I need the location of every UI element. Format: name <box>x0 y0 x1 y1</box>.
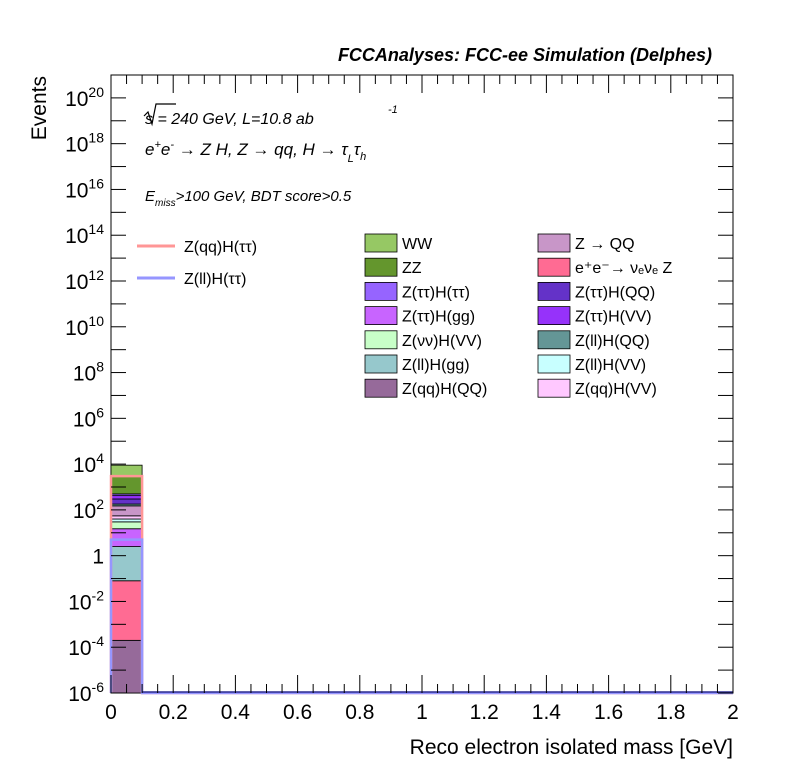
y-tick-label: 1010 <box>65 313 104 340</box>
stack-bar-z-h-vv- <box>110 521 143 530</box>
legend: Z(qq)H(ττ) Z(ll)H(ττ) WW Z → QQ ZZ e⁺e⁻→ νₑνₑ… <box>137 233 672 398</box>
y-tick-label: 1020 <box>65 84 104 111</box>
axes <box>110 74 734 694</box>
legend-label: Z → QQ <box>575 236 635 253</box>
legend-swatch <box>537 306 571 326</box>
stack-bar-z-qq-h-vv- <box>110 515 143 520</box>
legend-swatch <box>364 233 398 253</box>
stack-bar-z-h-vv- <box>110 495 143 500</box>
legend-label: Z(qq)H(VV) <box>575 381 657 398</box>
annotation-energy-lumi: s = 240 GeV, L=10.8 ab -1 <box>143 103 398 128</box>
stack-bar-ww <box>110 464 143 477</box>
x-tick-label: 0.8 <box>345 701 374 724</box>
legend-swatch <box>364 378 398 398</box>
legend-label: Z(ll)H(QQ) <box>575 333 650 350</box>
tick-labels: 0 0.2 0.4 0.6 0.8 1 1.2 1.4 1.6 1.8 2 10-6 10-4 10-2 1… <box>65 84 739 724</box>
legend-swatch <box>537 330 571 350</box>
x-tick-label: 2 <box>727 701 739 724</box>
y-tick-label: 1 <box>92 546 104 569</box>
x-tick-label: 0.4 <box>221 701 251 724</box>
legend-swatch <box>537 233 571 253</box>
legend-swatch <box>364 330 398 350</box>
stack-bar-z-ll-h-gg- <box>110 546 143 582</box>
stack-bar-e-e-z <box>110 580 143 641</box>
background-stack <box>110 464 143 694</box>
legend-label: e⁺e⁻→ νₑνₑ Z <box>575 260 672 277</box>
y-axis-label: Events <box>28 76 51 140</box>
y-tick-label: 1012 <box>65 267 104 294</box>
energy-lumi-text: s = 240 GeV, L=10.8 ab <box>145 111 314 128</box>
y-tick-label: 10-6 <box>68 679 104 706</box>
legend-label: Z(ττ)H(VV) <box>575 309 652 326</box>
plot-area <box>110 74 734 694</box>
x-tick-label: 1.6 <box>594 701 623 724</box>
legend-label: Z(ll)H(gg) <box>402 357 470 374</box>
y-tick-label: 10-4 <box>68 633 104 660</box>
y-tick-label: 1016 <box>65 175 104 202</box>
x-tick-label: 1.8 <box>656 701 685 724</box>
x-tick-label: 0 <box>105 701 117 724</box>
y-tick-label: 1018 <box>65 130 104 157</box>
legend-label: WW <box>402 236 433 253</box>
energy-lumi-exp: -1 <box>388 104 398 116</box>
y-tick-label: 10-2 <box>68 587 104 614</box>
legend-swatch <box>364 257 398 277</box>
legend-swatch <box>537 354 571 374</box>
legend-label: Z(νν)H(VV) <box>402 333 482 350</box>
x-axis-label: Reco electron isolated mass [GeV] <box>410 736 733 759</box>
legend-swatch <box>364 281 398 301</box>
x-tick-label: 1.2 <box>470 701 499 724</box>
legend-swatch <box>364 306 398 326</box>
y-tick-label: 1014 <box>65 221 104 248</box>
signal-line-z-ll-h- <box>109 538 733 695</box>
legend-swatch <box>537 378 571 398</box>
x-tick-label: 0.6 <box>283 701 312 724</box>
legend-swatch <box>537 257 571 277</box>
sqrt-symbol <box>143 103 176 127</box>
y-tick-label: 106 <box>73 404 104 431</box>
legend-signal-label: Z(ll)H(ττ) <box>184 271 246 288</box>
chart-header-title: FCCAnalyses: FCC-ee Simulation (Delphes) <box>338 45 712 65</box>
legend-swatch <box>537 281 571 301</box>
legend-signal-label: Z(qq)H(ττ) <box>184 239 257 256</box>
x-tick-label: 0.2 <box>159 701 188 724</box>
stack-bar-zz <box>110 475 143 495</box>
legend-label: Z(qq)H(QQ) <box>402 381 487 398</box>
plot-frame <box>110 74 734 694</box>
legend-label: ZZ <box>402 260 422 277</box>
legend-label: Z(ττ)H(QQ) <box>575 284 655 301</box>
x-tick-label: 1 <box>416 701 428 724</box>
y-tick-label: 108 <box>73 359 104 386</box>
legend-swatch <box>364 354 398 374</box>
annotation-selection: Emiss>100 GeV, BDT score>0.5 <box>145 188 352 209</box>
y-tick-label: 102 <box>73 496 104 523</box>
legend-label: Z(ττ)H(ττ) <box>402 284 470 301</box>
x-tick-label: 1.4 <box>532 701 562 724</box>
legend-label: Z(ττ)H(gg) <box>402 309 475 326</box>
stack-bar-z-h-qq- <box>110 498 143 505</box>
stack-bar-z-h-gg- <box>110 528 143 547</box>
stack-bar-z-qq <box>110 505 143 517</box>
stack-bar-z-ll-h-vv- <box>110 518 143 523</box>
legend-label: Z(ll)H(VV) <box>575 357 646 374</box>
y-tick-label: 104 <box>73 450 104 477</box>
annotation-process: e+e- → Z H, Z → qq, H → τLτh <box>145 139 366 165</box>
